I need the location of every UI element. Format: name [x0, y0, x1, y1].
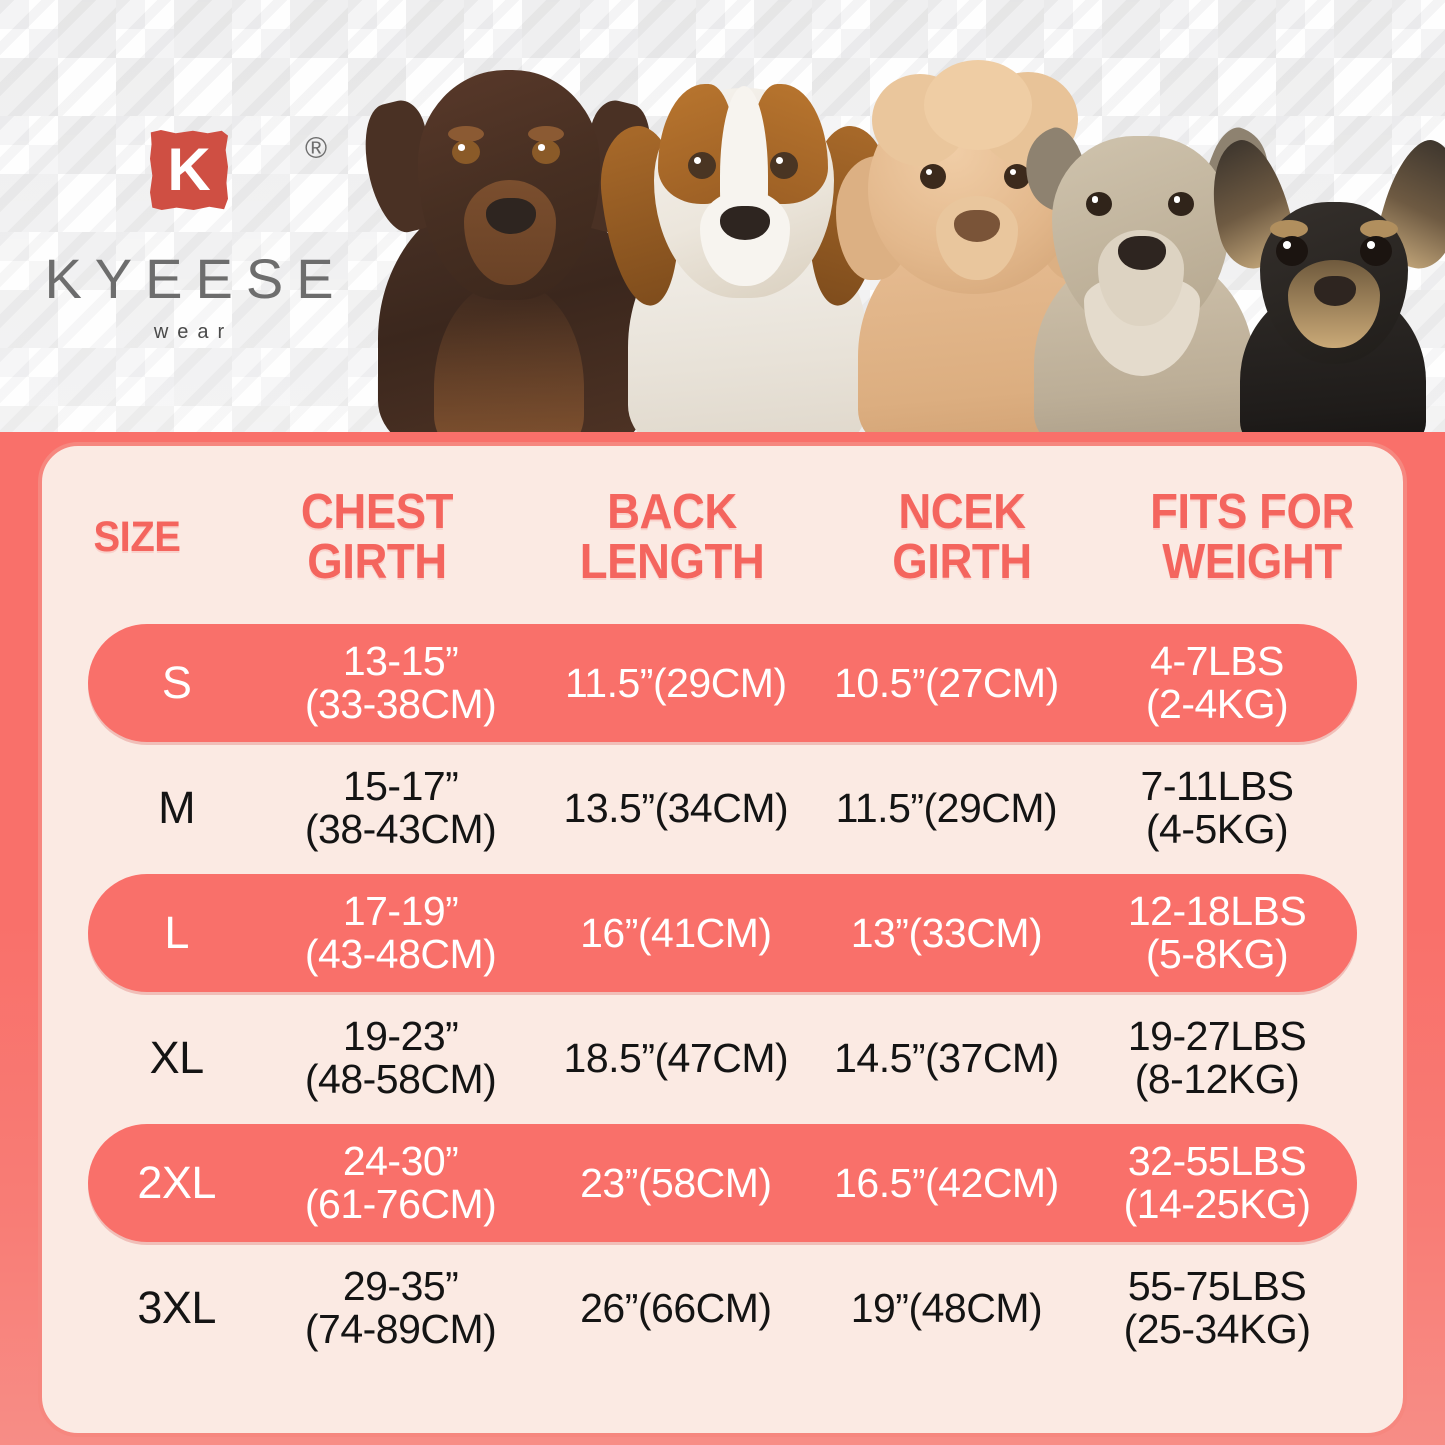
- logo-mark-wrap: K ®: [150, 130, 327, 210]
- column-header-back-length: BACK LENGTH: [579, 485, 765, 589]
- dog-photo-band: [350, 0, 1445, 460]
- cell-back-M: 13.5”(34CM): [563, 784, 789, 831]
- cell-chest-XL: 19-23” (48-58CM): [304, 1013, 497, 1102]
- column-header-fits-for-weight: FITS FOR WEIGHT: [1150, 485, 1354, 589]
- doberman-chest-marking: [434, 280, 584, 460]
- dog-schnauzer: [1012, 100, 1282, 460]
- cell-chest-L: 17-19” (43-48CM): [304, 888, 497, 977]
- cell-weight-2XL: 32-55LBS (14-25KG): [1123, 1138, 1311, 1227]
- cell-size-3XL: 3XL: [137, 1281, 216, 1333]
- dog-poodle: [828, 60, 1118, 460]
- chihuahua-brow-right: [1360, 220, 1398, 238]
- table-row[interactable]: L 17-19” (43-48CM) 16”(41CM) 13”(33CM) 12-18L…: [88, 874, 1357, 992]
- cell-neck-S: 10.5”(27CM): [834, 659, 1059, 706]
- size-chart-panel: SIZE CHEST GIRTH BACK LENGTH NCEK GIRTH …: [38, 442, 1407, 1437]
- cell-size-XL: XL: [149, 1031, 205, 1083]
- cell-neck-M: 11.5”(29CM): [835, 784, 1058, 831]
- cell-back-L: 16”(41CM): [580, 909, 772, 956]
- logo-k-mark: K: [150, 130, 228, 210]
- beagle-eye-left: [688, 152, 716, 179]
- dog-beagle: [594, 40, 894, 460]
- table-row[interactable]: S 13-15” (33-38CM) 11.5”(29CM) 10.5”(27CM) 4-…: [88, 624, 1357, 742]
- doberman-brow-right: [528, 126, 564, 142]
- poodle-nose: [954, 210, 1000, 242]
- doberman-brow-left: [448, 126, 484, 142]
- cell-size-M: M: [158, 781, 196, 833]
- cell-back-3XL: 26”(66CM): [580, 1284, 772, 1331]
- cell-neck-3XL: 19”(48CM): [850, 1284, 1043, 1331]
- poodle-curl-top: [924, 60, 1032, 150]
- column-header-neck-girth: NCEK GIRTH: [892, 485, 1032, 589]
- cell-weight-M: 7-11LBS (4-5KG): [1140, 763, 1295, 852]
- beagle-nose: [720, 206, 770, 240]
- cell-chest-2XL: 24-30” (61-76CM): [304, 1138, 497, 1227]
- chihuahua-nose: [1314, 276, 1356, 306]
- doberman-eye-right: [532, 140, 560, 164]
- column-header-chest-girth: CHEST GIRTH: [300, 485, 454, 589]
- schnauzer-eye-left: [1086, 192, 1112, 216]
- cell-neck-2XL: 16.5”(42CM): [834, 1159, 1059, 1206]
- cell-size-2XL: 2XL: [137, 1156, 216, 1208]
- dog-doberman: [353, 30, 663, 460]
- schnauzer-nose: [1118, 236, 1166, 270]
- table-row[interactable]: M 15-17” (38-43CM) 13.5”(34CM) 11.5”(29CM) 7-…: [88, 749, 1357, 867]
- chihuahua-eye-left: [1276, 236, 1308, 266]
- cell-neck-XL: 14.5”(37CM): [834, 1034, 1059, 1081]
- column-header-size: SIZE: [93, 513, 181, 562]
- cell-neck-L: 13”(33CM): [850, 909, 1043, 956]
- table-row[interactable]: 3XL 29-35” (74-89CM) 26”(66CM) 19”(48CM) 55-7…: [88, 1249, 1357, 1367]
- cell-size-L: L: [164, 906, 189, 958]
- brand-name: KYEESE: [44, 247, 347, 310]
- cell-back-2XL: 23”(58CM): [580, 1159, 772, 1206]
- cell-chest-3XL: 29-35” (74-89CM): [304, 1263, 497, 1352]
- doberman-eye-left: [452, 140, 480, 164]
- doberman-nose: [486, 198, 536, 234]
- registered-trademark-icon: ®: [305, 132, 328, 165]
- poodle-eye-left: [920, 164, 946, 189]
- chihuahua-eye-right: [1360, 236, 1392, 266]
- cell-chest-S: 13-15” (33-38CM): [304, 638, 497, 727]
- dog-chihuahua: [1195, 132, 1445, 460]
- cell-chest-M: 15-17” (38-43CM): [304, 763, 497, 852]
- table-row[interactable]: 2XL 24-30” (61-76CM) 23”(58CM) 16.5”(42CM) 32…: [88, 1124, 1357, 1242]
- cell-weight-3XL: 55-75LBS (25-34KG): [1123, 1263, 1311, 1352]
- brand-logo: K ® KYEESE wear: [24, 130, 354, 350]
- brand-tagline: wear: [153, 321, 234, 343]
- cell-back-S: 11.5”(29CM): [565, 659, 787, 706]
- schnauzer-eye-right: [1168, 192, 1194, 216]
- table-row[interactable]: XL 19-23” (48-58CM) 18.5”(47CM) 14.5”(37CM) 1…: [88, 999, 1357, 1117]
- cell-size-S: S: [161, 656, 192, 708]
- cell-back-XL: 18.5”(47CM): [563, 1034, 789, 1081]
- chihuahua-brow-left: [1270, 220, 1308, 238]
- size-chart-rows: S 13-15” (33-38CM) 11.5”(29CM) 10.5”(27CM) 4-…: [42, 624, 1403, 1374]
- cell-weight-L: 12-18LBS (5-8KG): [1127, 888, 1307, 977]
- cell-weight-S: 4-7LBS (2-4KG): [1145, 638, 1289, 727]
- beagle-eye-right: [770, 152, 798, 179]
- size-chart-header-row: SIZE CHEST GIRTH BACK LENGTH NCEK GIRTH …: [42, 468, 1403, 608]
- cell-weight-XL: 19-27LBS (8-12KG): [1127, 1013, 1307, 1102]
